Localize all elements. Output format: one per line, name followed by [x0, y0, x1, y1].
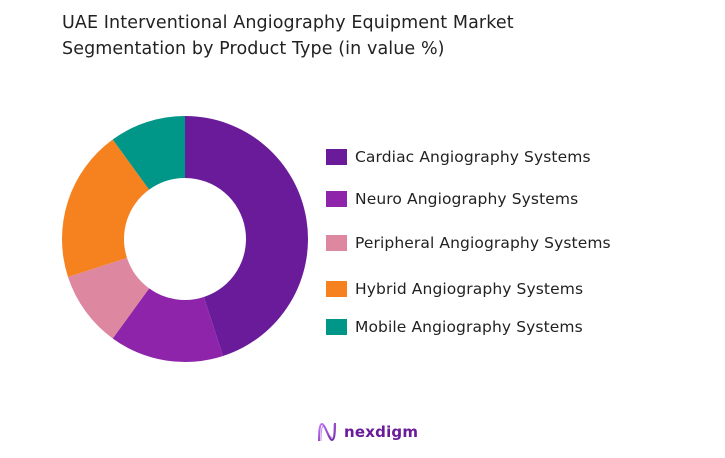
donut-slice-peripheral: [68, 257, 150, 339]
legend-swatch-neuro: [326, 191, 347, 207]
donut-slice-mobile: [112, 116, 185, 190]
donut-slice-hybrid: [61, 139, 150, 278]
legend-label: Peripheral Angiography Systems: [355, 234, 611, 252]
nexdigm-wave-icon: [318, 422, 336, 442]
nexdigm-logo: nexdigm: [316, 421, 418, 443]
legend-item-neuro: Neuro Angiography Systems: [326, 190, 578, 208]
donut-slice-neuro: [112, 288, 224, 362]
chart-title-line-1: UAE Interventional Angiography Equipment…: [62, 13, 514, 33]
nexdigm-logo-text: nexdigm: [344, 423, 419, 441]
legend-label: Cardiac Angiography Systems: [355, 148, 591, 166]
legend-swatch-cardiac: [326, 149, 347, 165]
legend-label: Mobile Angiography Systems: [355, 318, 583, 336]
legend-swatch-hybrid: [326, 281, 347, 297]
legend-label: Neuro Angiography Systems: [355, 190, 579, 208]
legend-label: Hybrid Angiography Systems: [355, 280, 584, 298]
legend-swatch-mobile: [326, 319, 347, 335]
chart-title: UAE Interventional Angiography Equipment…: [62, 10, 514, 62]
chart-title-line-2: Segmentation by Product Type (in value %…: [62, 39, 445, 59]
legend-item-hybrid: Hybrid Angiography Systems: [326, 280, 583, 298]
donut-slices: [61, 116, 308, 362]
legend-item-mobile: Mobile Angiography Systems: [326, 318, 583, 336]
legend-item-cardiac: Cardiac Angiography Systems: [326, 148, 591, 166]
donut-slice-cardiac: [185, 116, 308, 356]
legend-swatch-peripheral: [326, 235, 347, 251]
legend-item-peripheral: Peripheral Angiography Systems: [326, 234, 611, 252]
